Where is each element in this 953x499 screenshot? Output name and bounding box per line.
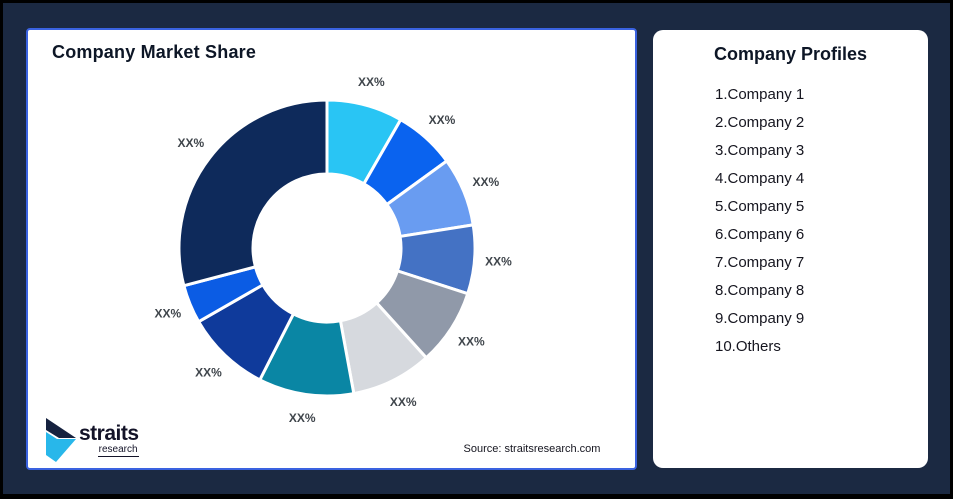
slice-label: XX% [485, 255, 512, 269]
company-list-item: 9.Company 9 [715, 310, 805, 327]
profiles-title: Company Profiles [713, 44, 868, 64]
donut-slice [177, 98, 329, 288]
company-profiles-list: 1.Company 1 2.Company 2 3.Company 3 4.Compa… [715, 81, 918, 361]
company-profiles-panel: Company Profiles 1.Company 1 2.Company 2 3… [653, 30, 928, 468]
slice-label: XX% [195, 366, 222, 380]
slice-label: XX% [358, 75, 385, 89]
company-list-item: 6.Company 6 [715, 226, 805, 243]
logo-text: straits research [79, 423, 139, 457]
company-list-item: 1.Company 1 [715, 86, 805, 103]
company-list-item: 5.Company 5 [715, 198, 805, 215]
straits-logo-icon [46, 418, 76, 462]
company-list-item: 4.Company 4 [715, 170, 805, 187]
company-list-item: 3.Company 3 [715, 142, 805, 159]
slice-label: XX% [473, 175, 500, 189]
slice-label: XX% [429, 113, 456, 127]
logo-subtitle: research [97, 444, 139, 457]
slice-label: XX% [155, 306, 182, 320]
company-list-item: 7.Company 7 [715, 254, 805, 271]
company-list-item: 8.Company 8 [715, 282, 805, 299]
company-list-item: 2.Company 2 [715, 114, 805, 131]
slice-label: XX% [458, 335, 485, 349]
slice-label: XX% [390, 395, 417, 409]
logo-wordmark: straits [79, 422, 139, 445]
straits-research-logo: straits research [46, 418, 139, 462]
slice-label: XX% [289, 411, 316, 425]
chart-title: Company Market Share [52, 42, 257, 62]
market-share-panel: Company Market Share XX% XX% XX% XX% XX% XX% X… [26, 28, 637, 470]
slice-label: XX% [177, 136, 204, 150]
source-attribution: Source: straitsresearch.com [463, 443, 601, 455]
company-list-item: 10.Others [715, 338, 781, 355]
market-share-donut-chart: XX% XX% XX% XX% XX% XX% XX% XX% XX% XX% [155, 75, 513, 425]
